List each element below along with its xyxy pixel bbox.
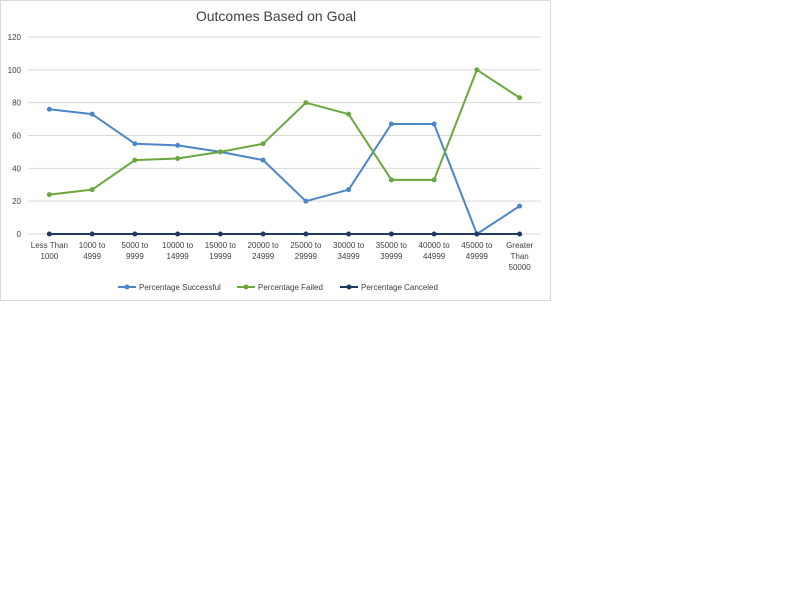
x-tick-label-line: 9999	[126, 252, 144, 261]
chart-frame: Outcomes Based on Goal 0 20 40 60 80 100 120 L…	[0, 0, 551, 301]
data-point	[132, 157, 138, 163]
data-point	[303, 231, 309, 237]
x-tick-label-line: 24999	[252, 252, 275, 261]
series-layer	[46, 67, 523, 237]
x-axis-tick-labels: Less Than 1000 1000 to 4999 5000 to 9999 10000…	[31, 241, 534, 272]
x-tick-label-line: 20000 to	[248, 241, 280, 250]
x-tick-label: 40000 to 44999	[419, 241, 451, 261]
data-point	[46, 106, 52, 112]
legend-swatch-marker	[346, 284, 352, 290]
data-point	[217, 149, 223, 155]
x-tick-label-line: Than	[511, 252, 529, 261]
x-tick-label-line: 1000 to	[79, 241, 106, 250]
x-tick-label: Less Than 1000	[31, 241, 68, 261]
x-tick-label: 25000 to 29999	[290, 241, 322, 261]
x-tick-label-line: 5000 to	[122, 241, 149, 250]
x-tick-label-line: 25000 to	[290, 241, 322, 250]
x-tick-label: Greater Than 50000	[506, 241, 533, 272]
data-point	[517, 203, 523, 209]
data-point	[517, 95, 523, 101]
x-tick-label: 35000 to 39999	[376, 241, 408, 261]
y-axis-tick-labels: 0 20 40 60 80 100 120	[8, 33, 22, 239]
data-point	[46, 231, 52, 237]
line-chart: Outcomes Based on Goal 0 20 40 60 80 100 120 L…	[8, 8, 541, 292]
data-point	[89, 231, 95, 237]
gridlines	[28, 36, 541, 235]
x-tick-label-line: Greater	[506, 241, 533, 250]
x-tick-label-line: 50000	[509, 263, 532, 272]
x-tick-label-line: 14999	[167, 252, 190, 261]
y-tick-label: 100	[8, 66, 22, 75]
x-tick-label-line: 10000 to	[162, 241, 194, 250]
series-line	[48, 108, 521, 235]
x-tick-label: 5000 to 9999	[122, 241, 149, 261]
data-point	[132, 231, 138, 237]
data-point	[260, 141, 266, 147]
x-tick-label-line: 35000 to	[376, 241, 408, 250]
x-tick-label: 15000 to 19999	[205, 241, 237, 261]
x-tick-label: 45000 to 49999	[461, 241, 493, 261]
data-point	[175, 231, 181, 237]
data-point	[132, 141, 138, 147]
data-point	[388, 121, 394, 127]
legend-label: Percentage Canceled	[361, 283, 438, 292]
data-point	[89, 111, 95, 117]
data-point	[431, 177, 437, 183]
data-point	[346, 111, 352, 117]
y-tick-label: 80	[12, 99, 21, 108]
x-tick-label-line: 44999	[423, 252, 446, 261]
x-tick-label-line: 15000 to	[205, 241, 237, 250]
legend-label: Percentage Failed	[258, 283, 323, 292]
x-tick-label-line: 45000 to	[461, 241, 493, 250]
data-point	[388, 177, 394, 183]
x-tick-label: 30000 to 34999	[333, 241, 365, 261]
x-tick-label-line: 49999	[466, 252, 489, 261]
chart-title: Outcomes Based on Goal	[196, 8, 356, 24]
x-tick-label-line: Less Than	[31, 241, 68, 250]
legend-swatch-marker	[243, 284, 249, 290]
data-point	[517, 231, 523, 237]
data-point	[346, 187, 352, 193]
x-tick-label: 20000 to 24999	[248, 241, 280, 261]
x-tick-label-line: 40000 to	[419, 241, 451, 250]
x-tick-label: 10000 to 14999	[162, 241, 194, 261]
data-point	[303, 100, 309, 106]
data-point	[474, 67, 480, 73]
x-tick-label-line: 30000 to	[333, 241, 365, 250]
y-tick-label: 20	[12, 197, 21, 206]
legend: Percentage Successful Percentage Failed Pe…	[118, 283, 438, 292]
data-point	[175, 155, 181, 161]
data-point	[260, 157, 266, 163]
data-point	[474, 231, 480, 237]
data-point	[431, 231, 437, 237]
x-tick-label-line: 19999	[209, 252, 232, 261]
data-point	[175, 142, 181, 148]
x-tick-label-line: 39999	[380, 252, 403, 261]
x-tick-label-line: 29999	[295, 252, 318, 261]
series-line	[48, 68, 521, 196]
x-tick-label: 1000 to 4999	[79, 241, 106, 261]
legend-swatch-marker	[124, 284, 130, 290]
y-tick-label: 120	[8, 33, 22, 42]
data-point	[217, 231, 223, 237]
data-point	[303, 198, 309, 204]
data-point	[260, 231, 266, 237]
data-point	[431, 121, 437, 127]
x-tick-label-line: 4999	[83, 252, 101, 261]
y-tick-label: 0	[17, 230, 22, 239]
data-point	[388, 231, 394, 237]
legend-label: Percentage Successful	[139, 283, 221, 292]
y-tick-label: 40	[12, 164, 21, 173]
data-point	[346, 231, 352, 237]
data-point	[46, 192, 52, 198]
data-point	[89, 187, 95, 193]
y-tick-label: 60	[12, 132, 21, 141]
x-tick-label-line: 34999	[338, 252, 361, 261]
x-tick-label-line: 1000	[40, 252, 58, 261]
